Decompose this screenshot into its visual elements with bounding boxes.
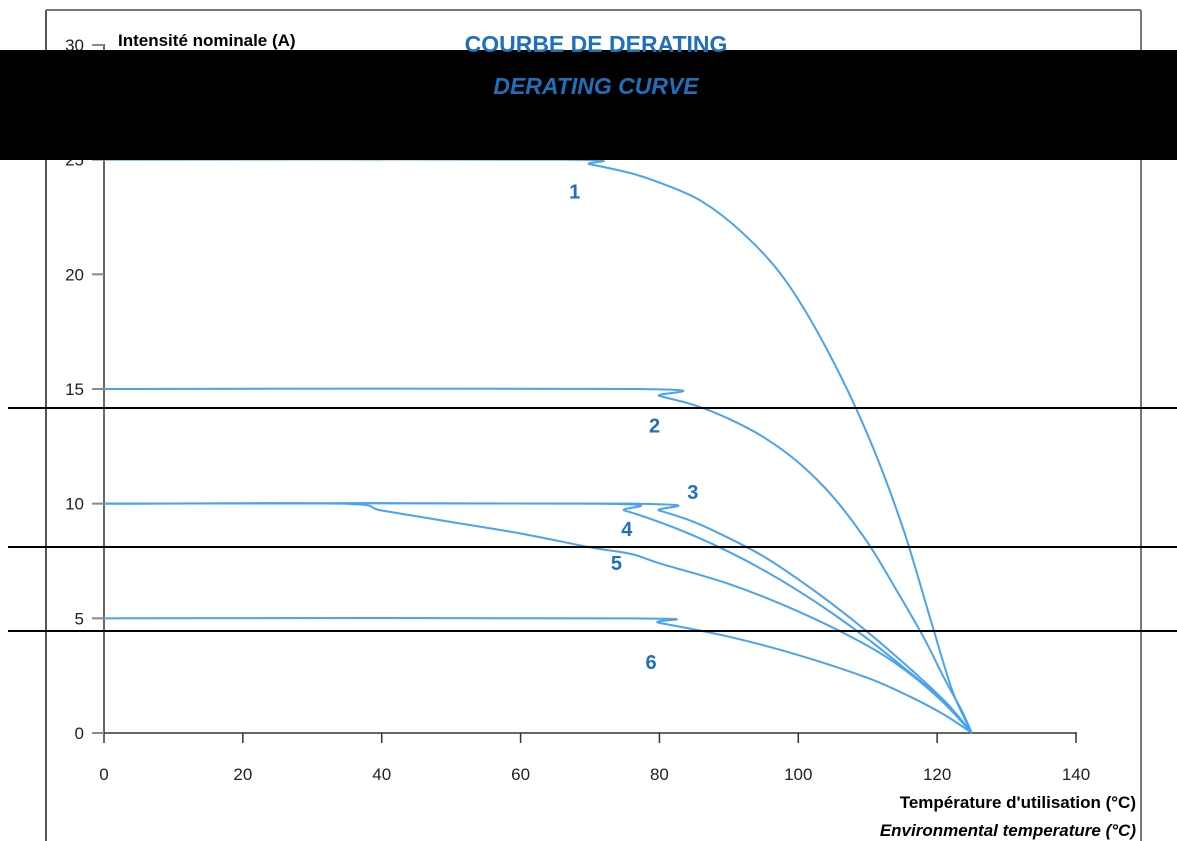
x-axis-title: Température d'utilisation (°C) bbox=[900, 793, 1136, 812]
top-black-band bbox=[0, 50, 1177, 160]
curve-label-4: 4 bbox=[621, 519, 633, 541]
x-tick-label: 20 bbox=[233, 765, 252, 784]
chart-subtitle: DERATING CURVE bbox=[493, 73, 699, 99]
curve-2 bbox=[103, 387, 973, 734]
curves-group bbox=[103, 158, 973, 734]
y-tick-label: 20 bbox=[65, 265, 84, 284]
x-tick-label: 40 bbox=[372, 765, 391, 784]
y-tick-label: 5 bbox=[75, 609, 84, 628]
x-tick-label: 100 bbox=[784, 765, 812, 784]
curve-labels-group: 1 2 3 4 5 6 bbox=[569, 182, 698, 674]
curve-label-1: 1 bbox=[569, 182, 580, 204]
y-tick-label: 0 bbox=[75, 724, 84, 743]
curve-1 bbox=[103, 158, 973, 734]
x-tick-label: 140 bbox=[1062, 765, 1090, 784]
curve-label-3: 3 bbox=[687, 482, 698, 504]
curve-5 bbox=[103, 502, 973, 734]
y-axis-title: Intensité nominale (A) bbox=[118, 31, 296, 50]
curve-6 bbox=[103, 616, 973, 734]
x-tick-label: 0 bbox=[99, 765, 108, 784]
curve-label-5: 5 bbox=[611, 553, 622, 575]
chart-title: COURBE DE DERATING bbox=[465, 31, 728, 57]
x-tick-label: 120 bbox=[923, 765, 951, 784]
curve-label-2: 2 bbox=[649, 416, 660, 438]
x-tick-label: 60 bbox=[511, 765, 530, 784]
x-axis-title-english: Environmental temperature (°C) bbox=[880, 821, 1137, 840]
y-tick-label: 10 bbox=[65, 495, 84, 514]
x-tick-label: 80 bbox=[650, 765, 669, 784]
curve-label-6: 6 bbox=[646, 652, 657, 674]
y-tick-label: 15 bbox=[65, 380, 84, 399]
